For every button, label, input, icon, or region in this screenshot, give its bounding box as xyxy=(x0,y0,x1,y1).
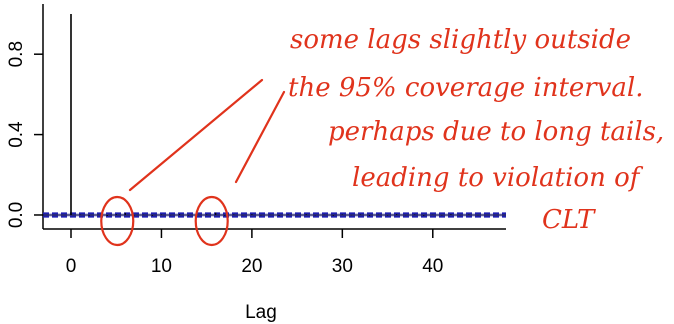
x-tick-label: 20 xyxy=(241,256,262,277)
y-tick-label: 0.0 xyxy=(6,202,27,228)
annotation-text: the 95% coverage interval. xyxy=(288,73,644,103)
x-tick-label: 0 xyxy=(66,256,77,277)
y-tick-label: 0.4 xyxy=(6,121,27,148)
annotation-text: some lags slightly outside xyxy=(290,25,631,55)
confidence-band xyxy=(43,212,506,218)
x-tick-label: 30 xyxy=(332,256,353,277)
annotation-text: perhaps due to long tails, xyxy=(328,117,664,147)
confidence-band-fill xyxy=(43,213,506,217)
annotation-text: leading to violation of xyxy=(352,163,644,193)
x-axis-title: Lag xyxy=(245,302,277,323)
acf-spikes xyxy=(70,14,479,216)
highlight-circle xyxy=(194,195,229,247)
y-tick-label: 0.8 xyxy=(6,41,27,67)
annotation-group: some lags slightly outside the 95% covera… xyxy=(100,25,664,247)
x-tick-label: 10 xyxy=(151,256,172,277)
x-tick-label: 40 xyxy=(422,256,443,277)
highlight-circle xyxy=(100,195,135,247)
pointer-stroke xyxy=(128,78,264,192)
pointer-stroke xyxy=(234,90,286,184)
axes-group: 0 10 20 30 40 0.0 0.4 0.8 Lag xyxy=(6,4,506,323)
annotation-text: CLT xyxy=(542,205,596,235)
